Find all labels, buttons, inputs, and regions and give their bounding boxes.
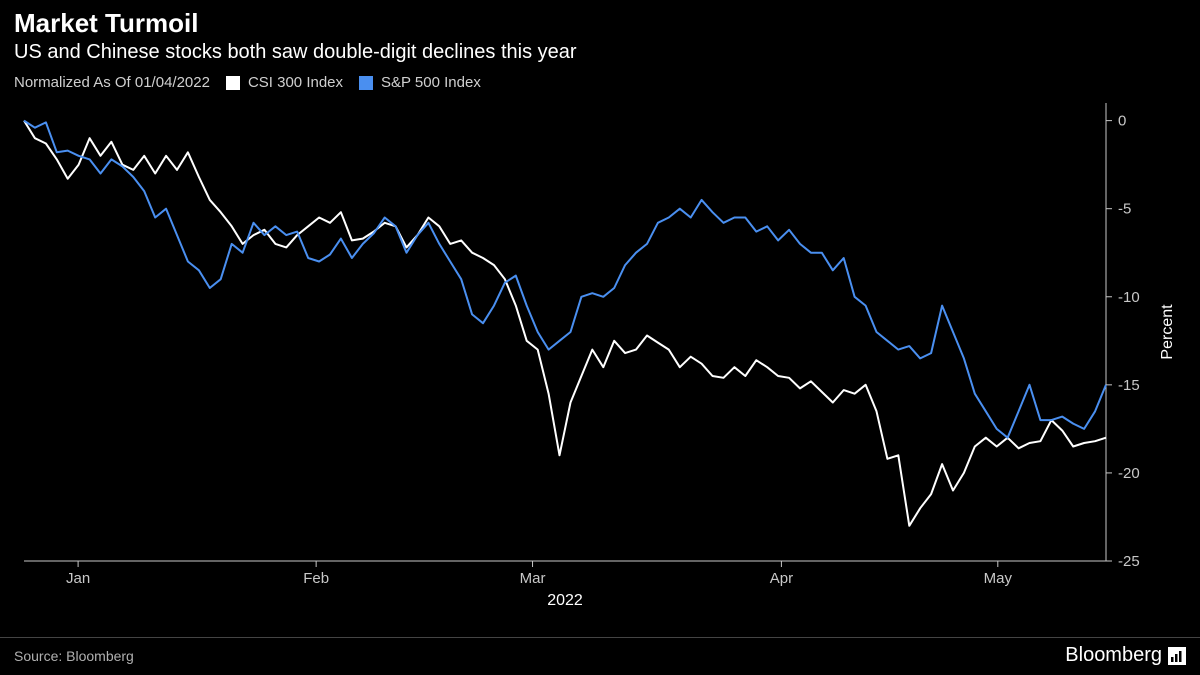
chart-subtitle: US and Chinese stocks both saw double-di… [14, 41, 1186, 64]
svg-text:-5: -5 [1118, 201, 1131, 218]
svg-text:-10: -10 [1118, 289, 1140, 306]
svg-text:Apr: Apr [770, 570, 793, 587]
svg-text:-15: -15 [1118, 377, 1140, 394]
brand-label: Bloomberg [1065, 644, 1186, 667]
legend-series-1: CSI 300 Index [248, 74, 343, 91]
brand-text: Bloomberg [1065, 644, 1162, 667]
legend: Normalized As Of 01/04/2022 CSI 300 Inde… [0, 68, 1200, 93]
svg-text:Mar: Mar [520, 570, 546, 587]
svg-text:Percent: Percent [1159, 304, 1176, 360]
source-label: Source: Bloomberg [14, 648, 134, 664]
normalized-label: Normalized As Of 01/04/2022 [14, 74, 210, 91]
svg-text:-20: -20 [1118, 465, 1140, 482]
legend-swatch-1 [226, 76, 240, 90]
svg-text:Feb: Feb [303, 570, 329, 587]
svg-text:-25: -25 [1118, 553, 1140, 570]
line-chart: 0 -5 -10 -15 -20 -25 Percent Jan Feb Mar Apr May 202… [14, 97, 1186, 617]
legend-series-2: S&P 500 Index [381, 74, 481, 91]
svg-text:May: May [984, 570, 1013, 587]
svg-text:2022: 2022 [547, 592, 583, 609]
svg-text:0: 0 [1118, 113, 1126, 130]
svg-text:Jan: Jan [66, 570, 90, 587]
chart-area: 0 -5 -10 -15 -20 -25 Percent Jan Feb Mar Apr May 202… [14, 97, 1186, 617]
legend-swatch-2 [359, 76, 373, 90]
bloomberg-terminal-icon [1168, 647, 1186, 665]
chart-title: Market Turmoil [14, 8, 1186, 39]
